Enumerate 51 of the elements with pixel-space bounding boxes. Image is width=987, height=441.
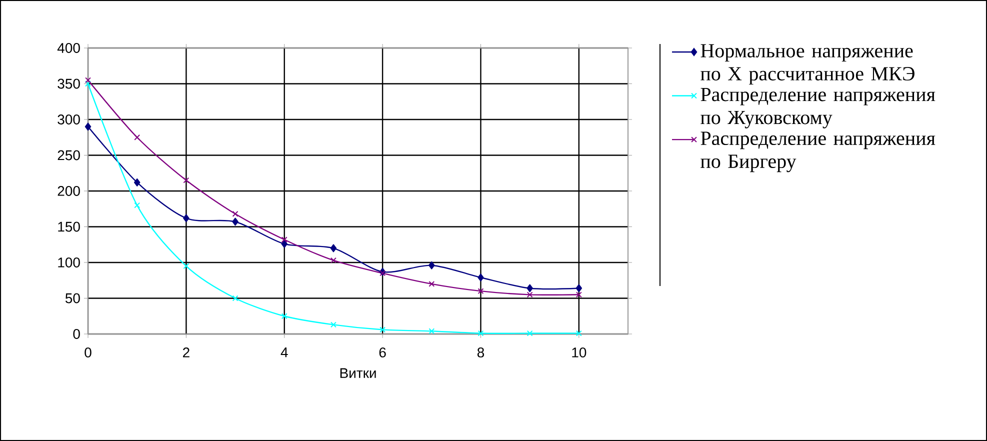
point xyxy=(85,77,91,84)
x-tick-label: 8 xyxy=(477,348,484,358)
point xyxy=(85,80,91,87)
point xyxy=(428,261,435,270)
point xyxy=(428,280,435,287)
y-tick-label: 50 xyxy=(65,293,80,304)
point xyxy=(183,214,190,222)
y-tick-label: 350 xyxy=(58,78,80,89)
legend-label: Распределение напряжения по Биргеру xyxy=(700,132,936,172)
y-tick-label: 0 xyxy=(73,329,80,339)
x-tick-label: 6 xyxy=(379,348,386,358)
point xyxy=(281,313,288,320)
point xyxy=(526,284,533,292)
x-tick-label: 4 xyxy=(280,348,288,358)
point xyxy=(380,326,386,333)
x-tick-label: 10 xyxy=(572,348,586,358)
y-tick-label: 250 xyxy=(58,150,80,160)
y-tick-label: 200 xyxy=(58,186,80,196)
y-tick-label: 300 xyxy=(58,114,80,124)
point xyxy=(281,236,288,243)
point xyxy=(576,292,582,298)
point xyxy=(134,178,140,186)
point xyxy=(478,274,484,282)
point xyxy=(576,284,582,292)
point xyxy=(281,240,288,248)
point xyxy=(526,292,533,298)
point xyxy=(183,177,190,184)
x-tick-label: 0 xyxy=(84,348,92,358)
point xyxy=(232,218,238,226)
point xyxy=(478,288,484,294)
point xyxy=(232,210,238,217)
point xyxy=(134,202,140,208)
legend-label: Нормальное напряжение по X рассчитанное МКЭ xyxy=(700,44,914,85)
legend-label: Распределение напряжения по Жуковскому xyxy=(700,88,936,128)
y-tick-label: 150 xyxy=(58,222,80,232)
x-tick-label: 2 xyxy=(183,348,190,358)
point xyxy=(576,330,582,336)
point xyxy=(428,328,435,334)
y-tick-label: 100 xyxy=(58,258,80,268)
point xyxy=(330,257,336,264)
point xyxy=(330,322,336,328)
point xyxy=(478,330,484,336)
point xyxy=(134,134,140,140)
point xyxy=(526,330,533,336)
point xyxy=(183,263,190,270)
y-tick-label: 400 xyxy=(57,43,80,53)
point xyxy=(84,122,92,131)
point xyxy=(330,244,337,252)
point xyxy=(380,270,386,276)
point xyxy=(232,295,238,302)
x-axis-title: Витки xyxy=(340,368,376,378)
